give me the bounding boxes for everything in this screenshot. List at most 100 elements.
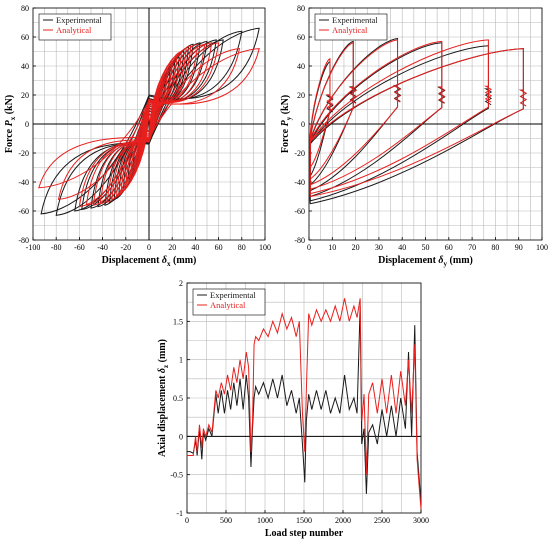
hysteresis-loop (309, 48, 524, 197)
x-tick-label: 80 (491, 243, 499, 252)
y-tick-label: 1 (179, 356, 183, 365)
y-axis-label-text: Axial displacement (157, 373, 168, 457)
x-axis-label: Load step number (265, 528, 344, 539)
y-tick-label: -40 (18, 178, 29, 187)
hysteresis-loop (309, 40, 443, 190)
x-tick-label: 60 (215, 243, 223, 252)
x-axis-label-symbol: δ (438, 255, 443, 266)
x-axis-label-unit: (mm) (171, 255, 197, 266)
x-axis-label-subscript: y (444, 260, 448, 268)
unloading-wiggle (348, 87, 357, 104)
y-tick-label: 0 (25, 120, 29, 129)
y-tick-label: 40 (297, 62, 305, 71)
legend-box (192, 288, 266, 316)
chart-panel-top-right: 0 10 20 30 40 50 60 70 80 90 100 -80 -60 -40 -20 0 20 40 6… (280, 4, 548, 268)
y-axis-label-symbol: δ (157, 368, 168, 373)
y-tick-label: 60 (297, 33, 305, 42)
x-tick-label: 50 (422, 243, 430, 252)
legend-label-experimental: Experimental (210, 290, 256, 300)
y-axis-label-subscript: x (9, 116, 17, 120)
legend-label-analytical: Analytical (332, 25, 368, 35)
hysteresis-loop (309, 42, 354, 180)
y-axis-label-unit: (kN) (280, 95, 291, 117)
y-axis-label: Axial displacement δz (mm) (157, 339, 170, 457)
legend-label-analytical: Analytical (210, 300, 246, 310)
x-tick-label: 10 (328, 243, 336, 252)
hysteresis-loop (309, 48, 524, 205)
hysteresis-loop (78, 42, 220, 208)
y-tick-label: 1.5 (173, 317, 183, 326)
legend-box (314, 13, 388, 41)
hysteresis-loop (40, 27, 260, 215)
x-tick-label: 20 (168, 243, 176, 252)
x-tick-label: 1000 (257, 516, 273, 525)
chart-panel-top-left: -100 -80 -60 -40 -20 0 20 40 60 80 100-80-60-40-20… (4, 4, 271, 268)
x-tick-label: -40 (97, 243, 108, 252)
y-tick-label: 60 (21, 33, 29, 42)
x-tick-label: 20 (352, 243, 360, 252)
unloading-wiggle (325, 95, 334, 113)
x-tick-label: 3000 (413, 516, 429, 525)
x-axis-label: Displacement δx (mm) (102, 255, 197, 268)
y-tick-label: -1 (176, 509, 183, 518)
y-tick-label: -80 (294, 236, 305, 245)
x-tick-label: -60 (74, 243, 85, 252)
legend-label-experimental: Experimental (332, 15, 378, 25)
x-axis-label-text: Displacement (102, 255, 162, 266)
x-tick-label: 40 (191, 243, 199, 252)
y-tick-label: 0 (179, 432, 183, 441)
unloading-wiggle (518, 89, 528, 107)
y-tick-label: 20 (297, 91, 305, 100)
x-axis-label-unit: (mm) (447, 255, 473, 266)
unloading-wiggle (437, 86, 446, 104)
y-tick-label: 0 (301, 120, 305, 129)
x-tick-label: -80 (51, 243, 62, 252)
x-tick-label: -100 (26, 243, 41, 252)
x-tick-label: 500 (220, 516, 232, 525)
x-tick-label: 0 (147, 243, 151, 252)
x-axis-label-text: Displacement (378, 255, 438, 266)
legend-label-analytical: Analytical (56, 25, 92, 35)
chart-panel-bottom: 0 500 1000 1500 2000 2500 3000 -1 -0.5 0 0.5 1 1.5 2 L… (157, 279, 429, 539)
y-axis-label-subscript: y (285, 116, 293, 120)
unloading-wiggle (483, 85, 493, 103)
x-tick-label: 2000 (335, 516, 351, 525)
y-tick-label: 80 (21, 4, 29, 13)
x-axis-label: Displacement δy (mm) (378, 255, 473, 268)
x-tick-label: 60 (445, 243, 453, 252)
x-tick-label: 100 (259, 243, 271, 252)
x-tick-label: -20 (120, 243, 131, 252)
series-line-experimental (187, 305, 422, 506)
x-tick-label: 70 (468, 243, 476, 252)
y-axis-label: Force Py (kN) (280, 95, 293, 153)
x-tick-label: 0 (307, 243, 311, 252)
unloading-wiggle (437, 87, 446, 104)
y-axis-label-text: Force (280, 126, 291, 153)
x-tick-label: 0 (185, 516, 189, 525)
series-experimental (309, 37, 528, 205)
y-axis-label-subscript: z (162, 365, 170, 368)
x-tick-label: 30 (375, 243, 383, 252)
y-tick-label: -80 (18, 236, 29, 245)
hysteresis-loop (309, 39, 399, 186)
x-tick-label: 2500 (374, 516, 390, 525)
series-line-analytical (187, 298, 422, 510)
legend-label-experimental: Experimental (56, 15, 102, 25)
y-tick-label: -40 (294, 178, 305, 187)
y-tick-label: 80 (297, 4, 305, 13)
y-tick-label: 40 (21, 62, 29, 71)
y-tick-label: 20 (21, 91, 29, 100)
x-tick-label: 90 (515, 243, 523, 252)
unloading-wiggle (325, 94, 334, 111)
y-axis-label-symbol: P (280, 119, 291, 126)
y-tick-label: -60 (294, 207, 305, 216)
y-tick-label: 2 (179, 279, 183, 288)
series-analytical (38, 42, 260, 208)
series-analytical (309, 39, 528, 197)
x-tick-label: 1500 (296, 516, 312, 525)
y-axis-label-text: Force (4, 126, 15, 153)
y-axis-label-unit: (mm) (157, 339, 168, 365)
y-tick-label: 0.5 (173, 394, 183, 403)
unloading-wiggle (483, 88, 493, 106)
